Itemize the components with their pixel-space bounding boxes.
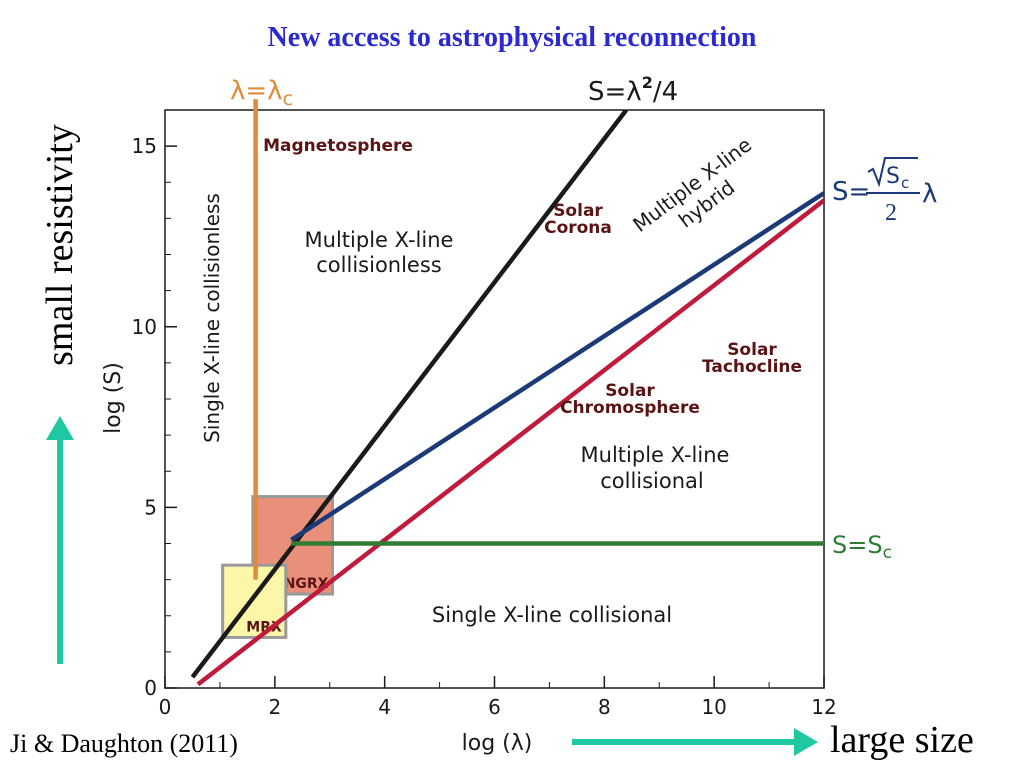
y-tick-label: 5 <box>144 495 157 519</box>
x-tick-label: 4 <box>378 695 391 719</box>
x-axis-label: log (λ) <box>462 731 533 756</box>
region-multiple-collisionless-line1: Multiple X-line <box>305 228 454 252</box>
box-label-mrx: MRX <box>246 619 282 635</box>
annotation-solar-chromosphere-line1: Solar <box>605 381 655 401</box>
label-s-sqrt-sub: c <box>901 174 909 192</box>
label-s-sqrt-prefix: S= <box>832 177 870 207</box>
annotation-solar-tachocline-line2: Tachocline <box>702 357 802 377</box>
y-tick-label: 0 <box>144 676 157 700</box>
region-single-collisional: Single X-line collisional <box>432 603 672 627</box>
boundary-lines <box>190 110 824 687</box>
x-tick-label: 12 <box>811 695 836 719</box>
x-tick-label: 6 <box>488 695 501 719</box>
bottom-caption: large size <box>830 719 974 761</box>
label-s-sqrt-num: S <box>886 164 900 189</box>
slide-title: New access to astrophysical reconnection <box>268 22 757 53</box>
sqrt-symbol <box>867 157 918 188</box>
axis-ticks: 0 2 4 6 8 10 12 0 5 10 15 <box>132 134 837 719</box>
region-single-collisionless: Single X-line collisionless <box>200 193 224 443</box>
annotation-solar-tachocline-line1: Solar <box>727 340 777 360</box>
x-tick-label: 8 <box>598 695 611 719</box>
citation: Ji & Daughton (2011) <box>10 729 238 758</box>
annotation-solar-chromosphere-line2: Chromosphere <box>560 398 700 418</box>
rightward-arrow <box>572 728 818 756</box>
annotation-magnetosphere: Magnetosphere <box>263 136 413 156</box>
annotation-solar-corona-line1: Solar <box>553 201 603 221</box>
region-multiple-collisional-line2: collisional <box>600 469 704 493</box>
y-tick-label: 10 <box>132 315 157 339</box>
label-lambda-c: λ=λc <box>230 76 293 110</box>
upward-arrow <box>46 416 74 664</box>
region-multiple-collisional-line1: Multiple X-line <box>581 443 730 467</box>
series-line-0 <box>190 110 629 679</box>
annotation-solar-corona-line2: Corona <box>544 218 612 238</box>
y-axis-label: log (S) <box>101 362 126 434</box>
label-s-sqrt-den: 2 <box>885 200 897 226</box>
label-s-sqrt-sc-lambda: S= S c 2 λ <box>832 157 937 226</box>
label-s-lambda-squared: S=λ2/4 <box>588 73 678 107</box>
left-caption: small resistivity <box>39 124 81 366</box>
x-tick-label: 0 <box>159 695 172 719</box>
region-multiple-collisionless-line2: collisionless <box>316 253 441 277</box>
box-label-ngrx: NGRX <box>284 576 329 592</box>
x-tick-label: 10 <box>701 695 726 719</box>
x-tick-label: 2 <box>268 695 281 719</box>
y-tick-label: 15 <box>132 134 157 158</box>
series-line-1 <box>290 191 824 542</box>
series-line-2 <box>196 198 824 687</box>
label-s-equals-sc: S=Sc <box>832 531 892 563</box>
label-s-sqrt-lambda: λ <box>922 179 937 209</box>
